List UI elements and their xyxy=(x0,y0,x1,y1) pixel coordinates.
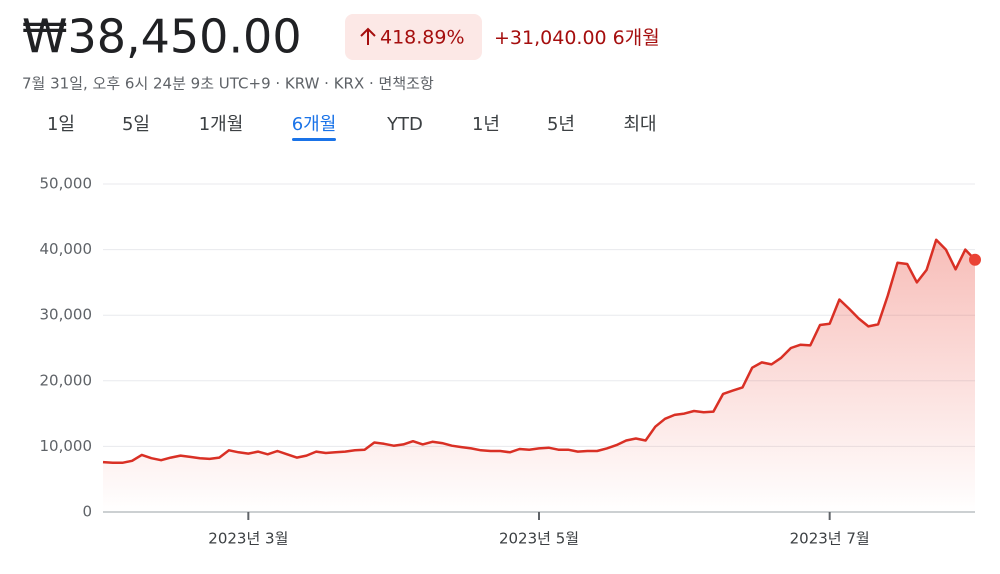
tab[interactable]: 6개월 xyxy=(292,114,337,135)
price: ₩38,450.00 xyxy=(22,10,302,64)
change-percent: 418.89% xyxy=(380,27,465,49)
y-tick-label: 30,000 xyxy=(40,306,93,324)
change-period: 6개월 xyxy=(613,27,660,49)
tab[interactable]: 5일 xyxy=(122,114,150,135)
y-tick-label: 0 xyxy=(82,503,92,521)
tab[interactable]: 1일 xyxy=(47,114,75,135)
change-badge xyxy=(345,14,482,60)
area-fill xyxy=(103,239,975,513)
tab[interactable]: 1개월 xyxy=(199,114,244,135)
tab[interactable]: YTD xyxy=(386,114,423,135)
y-tick-label: 20,000 xyxy=(40,371,93,389)
tab-underline xyxy=(292,138,336,141)
subtitle: 7월 31일, 오후 6시 24분 9초 UTC+9 · KRW · KRX ·… xyxy=(22,75,434,93)
x-tick-label: 2023년 7월 xyxy=(790,530,870,548)
y-tick-label: 50,000 xyxy=(40,175,93,193)
change-absolute: +31,040.00 6개월 xyxy=(494,27,660,49)
up-arrow xyxy=(360,27,376,45)
x-tick-label: 2023년 5월 xyxy=(499,530,579,548)
y-tick-label: 10,000 xyxy=(40,437,93,455)
price-line xyxy=(102,238,976,465)
tab[interactable]: 5년 xyxy=(547,114,575,135)
y-tick-label: 40,000 xyxy=(40,240,93,258)
tab[interactable]: 1년 xyxy=(472,114,500,135)
change-value: +31,040.00 xyxy=(494,27,607,49)
x-tick-label: 2023년 3월 xyxy=(208,530,288,548)
last-point xyxy=(969,253,981,266)
tabs: 1일 5일 1개월 6개월 YTD 1년 5년 최대 xyxy=(47,114,657,141)
tab[interactable]: 최대 xyxy=(623,114,656,135)
chart: 0 10,000 20,000 30,000 40,000 50,000 2023년 3월 2… xyxy=(40,175,981,548)
